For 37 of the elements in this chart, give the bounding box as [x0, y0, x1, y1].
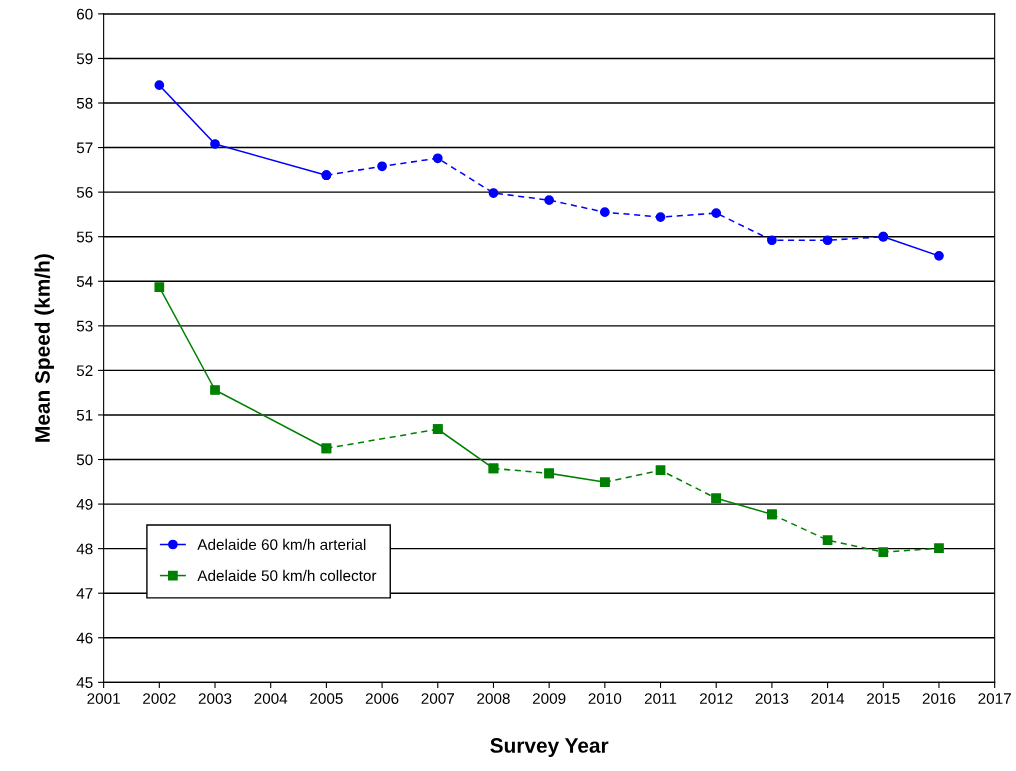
x-tick-label: 2014 [811, 693, 845, 704]
y-tick-label: 52 [76, 365, 93, 377]
x-tick-label: 2009 [532, 693, 566, 704]
y-tick-label: 51 [76, 409, 93, 421]
x-tick-label: 2003 [198, 693, 232, 704]
x-tick-label: 2015 [867, 693, 900, 704]
y-tick-label: 50 [76, 454, 93, 466]
y-tick-label: 54 [76, 276, 93, 287]
x-tick-label: 2011 [644, 693, 677, 704]
y-tick-label: 53 [76, 320, 93, 332]
x-tick-label: 2005 [310, 693, 343, 704]
x-tick-label: 2002 [143, 693, 176, 704]
y-axis-title: Mean Speed (km/h) [34, 254, 54, 442]
legend-label: Adelaide 50 km/h collector [197, 569, 377, 582]
x-tick-label: 2006 [365, 693, 399, 704]
y-tick-label: 56 [76, 187, 93, 198]
x-tick-label: 2012 [699, 693, 733, 704]
y-tick-label: 48 [76, 543, 93, 555]
x-tick-label: 2016 [922, 693, 956, 704]
x-tick-label: 2004 [254, 693, 288, 704]
x-axis-title: Survey Year [490, 738, 609, 757]
x-tick-label: 2001 [87, 693, 120, 704]
y-tick-label: 57 [76, 142, 93, 154]
x-tick-label: 2017 [978, 693, 1011, 704]
x-tick-label: 2007 [421, 693, 454, 704]
x-tick-label: 2013 [755, 693, 789, 704]
y-tick-label: 58 [76, 97, 93, 109]
y-tick-label: 59 [76, 53, 93, 65]
x-tick-label: 2010 [588, 693, 622, 704]
y-tick-label: 46 [76, 632, 93, 644]
y-tick-label: 45 [76, 677, 93, 689]
y-tick-label: 47 [76, 588, 93, 599]
y-tick-label: 60 [77, 8, 93, 20]
y-tick-label: 55 [76, 231, 93, 243]
y-tick-label: 49 [76, 498, 93, 510]
legend-label: Adelaide 60 km/h arterial [197, 538, 366, 551]
x-tick-label: 2008 [477, 693, 510, 704]
